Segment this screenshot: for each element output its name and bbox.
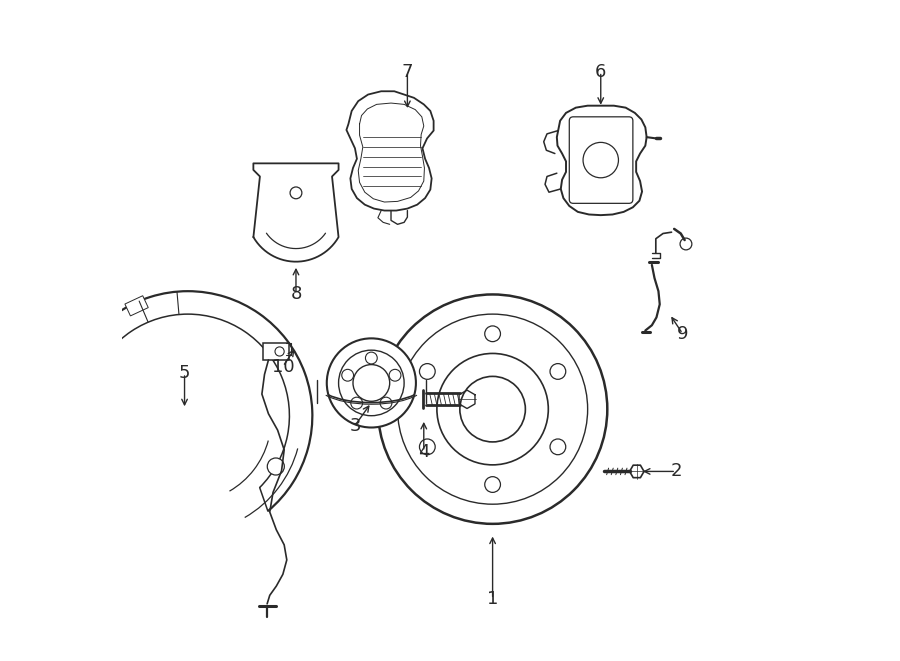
Circle shape: [680, 238, 692, 250]
Circle shape: [485, 477, 500, 492]
Bar: [263, 343, 290, 360]
Polygon shape: [125, 295, 148, 316]
Circle shape: [327, 338, 416, 428]
Circle shape: [275, 347, 284, 356]
Text: 3: 3: [349, 416, 361, 434]
Polygon shape: [84, 326, 106, 350]
Text: 8: 8: [291, 286, 302, 303]
Circle shape: [436, 354, 548, 465]
FancyBboxPatch shape: [570, 117, 633, 204]
Circle shape: [550, 439, 566, 455]
Text: 10: 10: [272, 358, 294, 375]
Circle shape: [353, 365, 390, 401]
Circle shape: [485, 326, 500, 342]
Polygon shape: [62, 373, 79, 395]
Circle shape: [550, 364, 566, 379]
Circle shape: [419, 439, 436, 455]
Circle shape: [351, 397, 363, 409]
Polygon shape: [557, 106, 646, 215]
Circle shape: [419, 364, 436, 379]
Circle shape: [338, 350, 404, 416]
Circle shape: [84, 442, 101, 459]
Text: 5: 5: [179, 364, 190, 382]
Text: 7: 7: [401, 63, 413, 81]
Text: 9: 9: [677, 325, 688, 343]
Text: 2: 2: [670, 463, 682, 481]
Circle shape: [380, 397, 392, 409]
Text: 1: 1: [487, 590, 499, 608]
Circle shape: [267, 458, 284, 475]
Circle shape: [290, 187, 302, 199]
Polygon shape: [346, 91, 434, 211]
Circle shape: [365, 352, 377, 364]
Circle shape: [398, 314, 588, 504]
Circle shape: [460, 376, 526, 442]
Circle shape: [389, 369, 400, 381]
Text: 6: 6: [595, 63, 607, 81]
Circle shape: [342, 369, 354, 381]
Circle shape: [378, 294, 608, 524]
Text: 4: 4: [418, 443, 429, 461]
Circle shape: [583, 142, 618, 178]
